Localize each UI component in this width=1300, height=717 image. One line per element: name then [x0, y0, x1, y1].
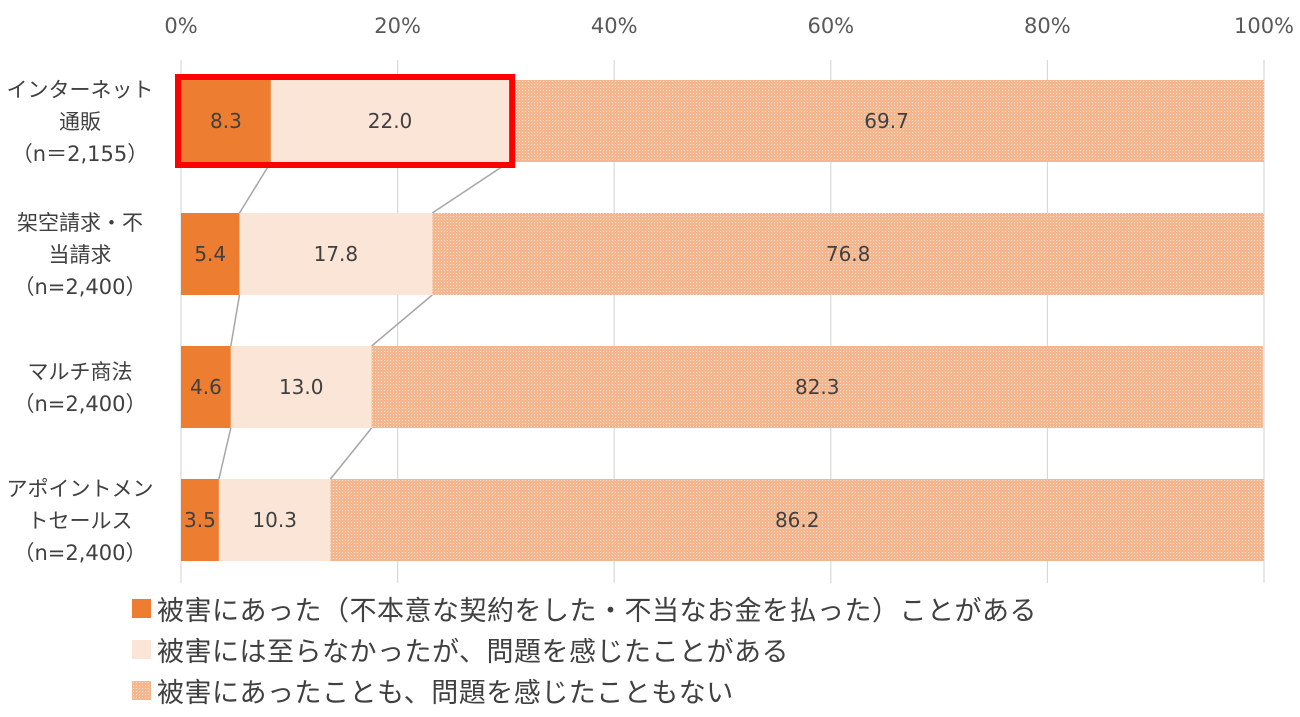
bar-segment — [509, 80, 1264, 162]
data-label: 17.8 — [314, 242, 359, 266]
category-label: トセールス — [28, 509, 133, 533]
bars — [181, 80, 1265, 561]
bar-segment — [181, 80, 271, 162]
x-tick-label: 20% — [374, 14, 421, 38]
series-connector-line — [218, 427, 232, 480]
data-label: 86.2 — [775, 508, 820, 532]
legend-label-problem: 被害には至らなかったが、問題を感じたことがある — [157, 637, 789, 668]
data-label: 22.0 — [368, 109, 413, 133]
bar-segment — [371, 346, 1263, 428]
x-axis-ticks: 0% 20% 40% 60% 80% 100% — [164, 14, 1294, 38]
legend-label-victim: 被害にあった（不本意な契約をした・不当なお金を払った）ことがある — [157, 596, 1037, 627]
category-label: アポイントメン — [7, 477, 154, 501]
series-connector-line — [329, 427, 373, 480]
series-connector-line — [431, 161, 510, 214]
stacked-bar-chart: 0% 20% 40% 60% 80% 100% 8.3 22.0 69.7 5.4 17.8 76.… — [7, 14, 1294, 583]
bar-segment — [181, 479, 219, 561]
series-connector-lines — [218, 161, 510, 480]
bar-segment — [181, 213, 240, 295]
category-label: （n=2,400） — [13, 392, 146, 416]
bar-segment — [230, 346, 372, 428]
legend-label-none: 被害にあったことも、問題を感じたこともない — [157, 678, 734, 709]
category-label: マルチ商法 — [28, 360, 133, 384]
legend-swatch-problem — [132, 640, 151, 659]
x-tick-label: 40% — [591, 14, 638, 38]
data-label: 3.5 — [184, 508, 216, 532]
data-label: 76.8 — [826, 242, 871, 266]
category-label: （n=2,400） — [13, 541, 146, 565]
legend-swatch-victim — [132, 599, 151, 618]
x-tick-label: 80% — [1024, 14, 1071, 38]
bar-segment — [432, 213, 1265, 295]
series-connector-line — [230, 294, 241, 347]
data-label: 13.0 — [279, 375, 324, 399]
highlight-frame — [175, 74, 516, 168]
data-label: 69.7 — [864, 109, 909, 133]
bar-segment — [239, 213, 433, 295]
bar-segment — [181, 346, 231, 428]
data-label: 8.3 — [210, 109, 242, 133]
category-label: （n=2,400） — [13, 275, 146, 299]
x-tick-label: 60% — [807, 14, 854, 38]
legend-item-victim: 被害にあった（不本意な契約をした・不当なお金を払った）ことがある — [132, 588, 1037, 629]
data-label: 4.6 — [190, 375, 222, 399]
bar-segment — [330, 479, 1265, 561]
data-labels: 8.3 22.0 69.7 5.4 17.8 76.8 4.6 13.0 82.3 3.5 10.3… — [184, 109, 909, 532]
legend-item-none: 被害にあったことも、問題を感じたこともない — [132, 670, 1037, 711]
legend: 被害にあった（不本意な契約をした・不当なお金を払った）ことがある 被害には至らな… — [132, 588, 1037, 711]
category-label: 通販 — [59, 110, 101, 134]
series-connector-line — [238, 161, 272, 214]
category-label: 当請求 — [49, 243, 112, 267]
category-label: （n＝2,155） — [12, 142, 148, 166]
x-tick-label: 0% — [164, 14, 197, 38]
category-label: 架空請求・不 — [17, 211, 143, 235]
bar-segment — [218, 479, 331, 561]
data-label: 82.3 — [795, 375, 840, 399]
data-label: 5.4 — [194, 242, 226, 266]
category-label: インターネット — [7, 78, 154, 102]
highlight-box — [175, 74, 516, 168]
series-connector-line — [371, 294, 433, 347]
bar-segment — [270, 80, 510, 162]
legend-item-problem: 被害には至らなかったが、問題を感じたことがある — [132, 629, 1037, 670]
data-label: 10.3 — [252, 508, 297, 532]
x-tick-label: 100% — [1234, 14, 1294, 38]
legend-swatch-none — [132, 681, 151, 700]
